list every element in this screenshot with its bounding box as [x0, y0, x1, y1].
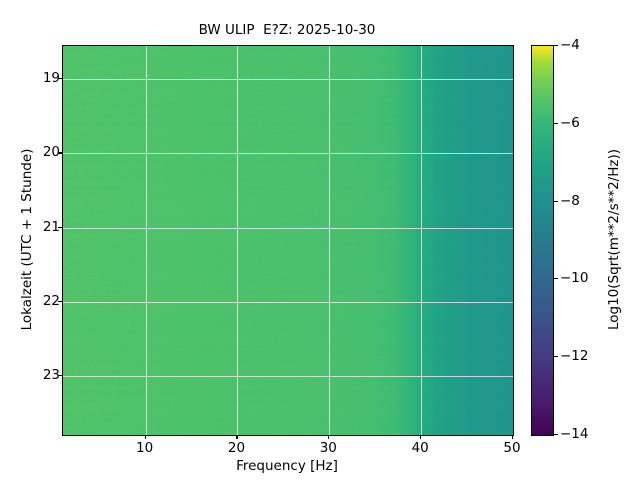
colorbar-tick-mark — [554, 356, 558, 358]
colorbar-tick-mark — [554, 200, 558, 202]
x-tick-mark — [420, 435, 422, 439]
spectrogram-axes[interactable] — [62, 45, 514, 436]
spectrogram-image — [63, 46, 513, 435]
x-tick-label: 30 — [319, 440, 337, 456]
colorbar-tick-label: −6 — [560, 114, 580, 131]
x-axis-label: Frequency [Hz] — [236, 458, 338, 474]
y-tick-mark — [58, 300, 62, 302]
page-title: BW ULIP E?Z: 2025-10-30 — [198, 22, 376, 38]
y-tick-label: 22 — [42, 292, 60, 309]
x-tick-mark — [144, 435, 146, 439]
colorbar-tick-label: −12 — [560, 348, 589, 365]
y-tick-mark — [58, 226, 62, 228]
x-tick-mark — [236, 435, 238, 439]
y-tick-mark — [58, 78, 62, 80]
x-tick-label: 20 — [227, 440, 246, 456]
y-tick-label: 19 — [42, 70, 60, 87]
colorbar-tick-label: −14 — [560, 426, 589, 442]
y-tick-label: 21 — [42, 218, 60, 235]
y-tick-label: 23 — [42, 366, 60, 383]
colorbar-gradient — [532, 46, 553, 435]
colorbar-tick-label: −4 — [560, 37, 580, 53]
colorbar-tick-mark — [554, 122, 558, 124]
colorbar-tick-label: −8 — [560, 192, 580, 209]
colorbar-tick-label: −10 — [560, 270, 589, 287]
colorbar-tick-mark — [554, 434, 558, 436]
x-tick-mark — [512, 435, 514, 439]
colorbar-tick-mark — [554, 278, 558, 280]
colorbar-tick-mark — [554, 45, 558, 47]
y-axis-label: Lokalzeit (UTC + 1 Stunde) — [19, 148, 35, 331]
x-tick-label: 50 — [503, 440, 521, 456]
y-tick-mark — [58, 152, 62, 154]
x-tick-label: 10 — [136, 440, 154, 456]
x-tick-mark — [328, 435, 330, 439]
colorbar[interactable] — [531, 45, 554, 436]
y-tick-label: 20 — [42, 144, 60, 161]
x-tick-label: 40 — [411, 440, 429, 456]
y-tick-mark — [58, 374, 62, 376]
colorbar-label: Log10(Sqrt(m**2/s**2/Hz)) — [606, 148, 622, 331]
